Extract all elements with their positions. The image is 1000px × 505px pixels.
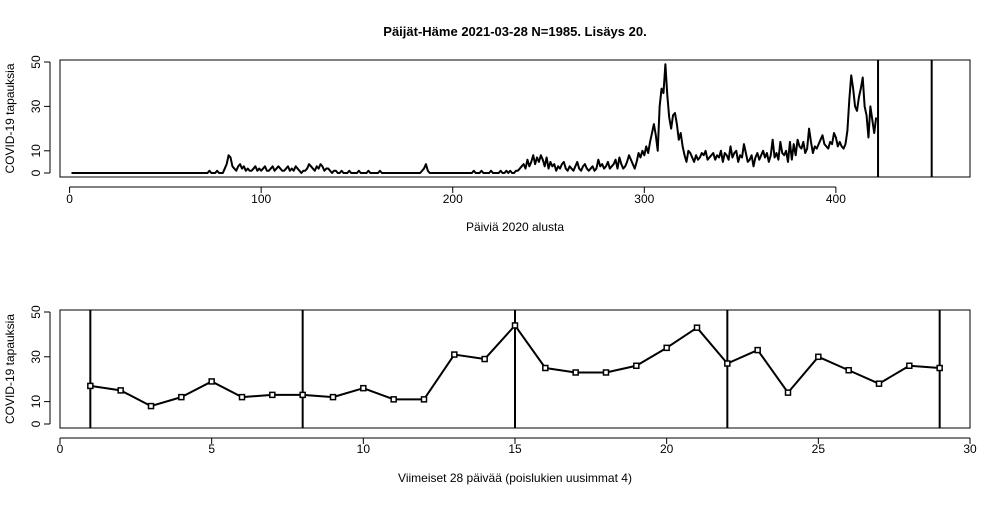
data-point bbox=[572, 369, 579, 376]
data-point bbox=[724, 360, 731, 367]
x-tick-label: 0 bbox=[57, 442, 64, 456]
data-point bbox=[269, 391, 276, 399]
data-point bbox=[936, 364, 943, 372]
series-line bbox=[71, 63, 878, 174]
data-point bbox=[693, 324, 701, 331]
x-tick-label: 5 bbox=[208, 442, 215, 456]
data-point bbox=[299, 391, 306, 399]
y-tick-label: 50 bbox=[29, 55, 43, 69]
y-tick-label: 0 bbox=[29, 169, 43, 176]
data-point bbox=[147, 402, 155, 410]
x-tick-label: 0 bbox=[66, 192, 73, 206]
data-point bbox=[633, 362, 640, 370]
data-point bbox=[178, 393, 185, 401]
data-point bbox=[117, 387, 124, 394]
x-tick-label: 200 bbox=[443, 192, 463, 206]
data-point bbox=[815, 353, 822, 361]
data-point bbox=[238, 393, 246, 401]
data-point bbox=[784, 389, 792, 396]
plot-frame bbox=[59, 59, 971, 178]
y-axis-label: COVID-19 tapauksia bbox=[3, 63, 17, 173]
data-point bbox=[542, 364, 549, 372]
chart-title: Päijät-Häme 2021-03-28 N=1985. Lisäys 20… bbox=[383, 24, 646, 39]
data-point bbox=[906, 362, 913, 370]
y-tick-label: 10 bbox=[29, 395, 43, 409]
data-point bbox=[451, 351, 458, 358]
x-axis-label: Päiviä 2020 alusta bbox=[466, 220, 564, 234]
x-tick-label: 30 bbox=[963, 442, 977, 456]
data-point bbox=[845, 366, 852, 374]
data-point bbox=[390, 396, 397, 403]
data-point bbox=[420, 396, 428, 403]
x-tick-label: 15 bbox=[508, 442, 522, 456]
y-tick-label: 50 bbox=[29, 305, 43, 319]
y-tick-label: 0 bbox=[29, 420, 43, 427]
data-point bbox=[602, 369, 610, 376]
data-point bbox=[208, 378, 215, 385]
y-tick-label: 30 bbox=[29, 99, 43, 113]
data-point bbox=[875, 380, 883, 387]
x-tick-label: 400 bbox=[826, 192, 846, 206]
x-axis-label: Viimeiset 28 päivää (poislukien uusimmat… bbox=[398, 471, 632, 485]
data-point bbox=[754, 346, 761, 354]
data-point bbox=[360, 384, 367, 392]
x-tick-label: 300 bbox=[634, 192, 654, 206]
y-tick-label: 10 bbox=[29, 144, 43, 158]
x-tick-label: 25 bbox=[812, 442, 826, 456]
x-tick-label: 10 bbox=[357, 442, 371, 456]
data-point bbox=[481, 355, 488, 363]
data-point bbox=[663, 344, 670, 352]
data-point bbox=[329, 393, 337, 401]
y-axis-label: COVID-19 tapauksia bbox=[3, 314, 17, 424]
data-point bbox=[511, 322, 519, 329]
x-tick-label: 20 bbox=[660, 442, 674, 456]
x-tick-label: 100 bbox=[251, 192, 271, 206]
data-point bbox=[87, 382, 94, 390]
y-tick-label: 30 bbox=[29, 350, 43, 364]
